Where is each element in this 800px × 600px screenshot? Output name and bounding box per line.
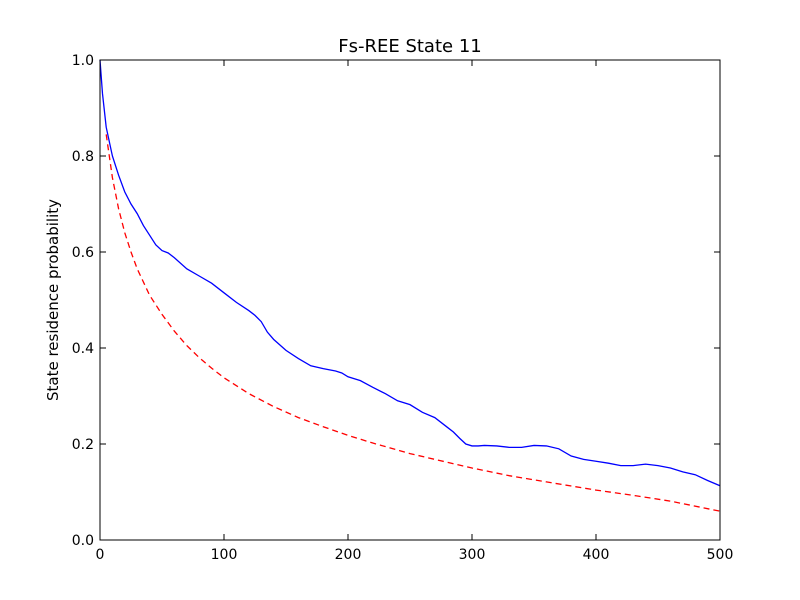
y-tick-label: 0.4 — [72, 341, 94, 357]
x-tick-label: 500 — [707, 547, 734, 563]
y-tick-label: 0.6 — [72, 245, 94, 261]
chart-title: Fs-REE State 11 — [338, 36, 481, 57]
x-tick-label: 100 — [211, 547, 238, 563]
y-tick-label: 1.0 — [72, 53, 94, 69]
x-tick-label: 200 — [335, 547, 362, 563]
y-axis-label: State residence probability — [44, 199, 62, 401]
series-line-1 — [105, 134, 721, 512]
series-line-0 — [99, 59, 721, 487]
x-tick-label: 0 — [96, 547, 105, 563]
plot-area-frame — [99, 59, 721, 541]
x-tick-label: 300 — [459, 547, 486, 563]
series-layer — [99, 59, 721, 512]
y-tick-label: 0.0 — [72, 533, 94, 549]
y-tick-label: 0.2 — [72, 437, 94, 453]
x-tick-label: 400 — [583, 547, 610, 563]
y-tick-label: 0.8 — [72, 149, 94, 165]
